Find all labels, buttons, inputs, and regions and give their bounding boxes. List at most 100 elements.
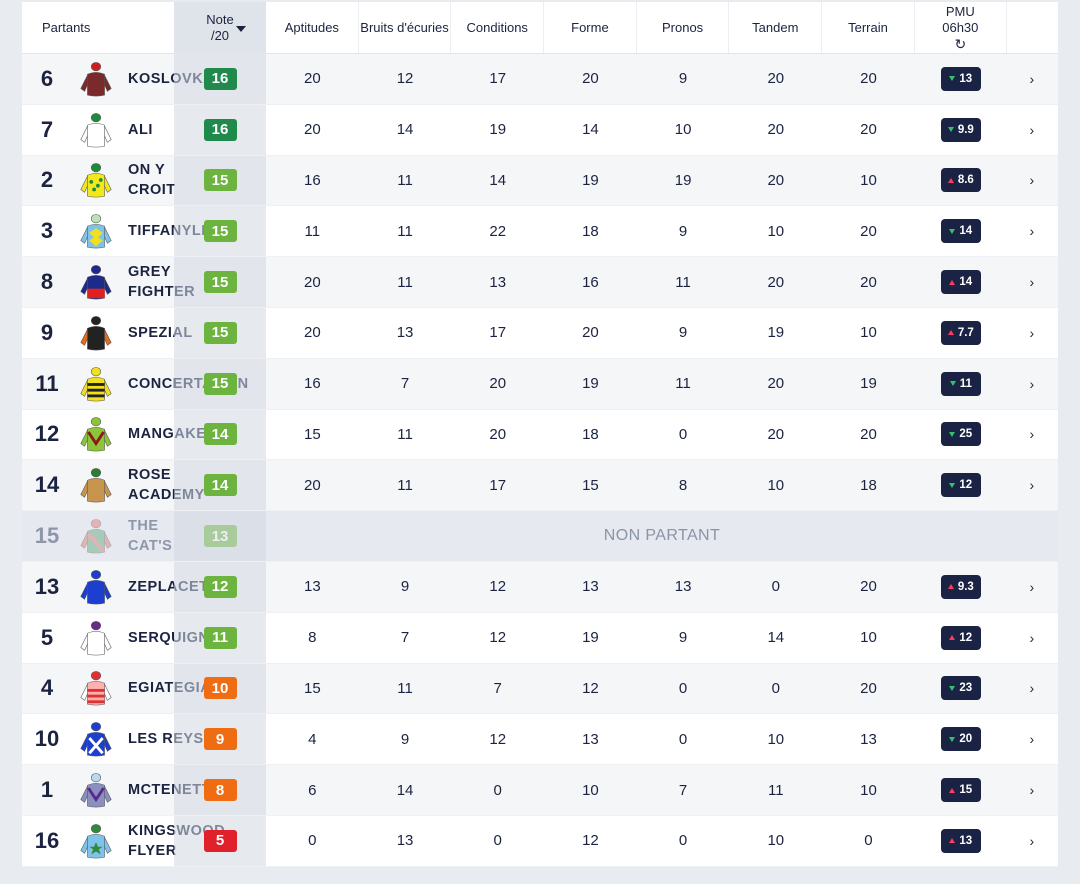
header-bruits-ecuries[interactable]: Bruits d'écuries [359, 2, 452, 53]
score-bruits: 11 [397, 476, 413, 494]
table-row[interactable]: 4 EGIATEGIA 10 15 11 7 12 0 0 20 23 › [22, 663, 1058, 715]
table-row[interactable]: 6 KOSLOVKA 16 20 12 17 20 9 20 20 13 › [22, 54, 1058, 105]
runner-number: 6 [40, 65, 54, 91]
chevron-right-icon[interactable]: › [1029, 832, 1035, 849]
pmu-odds[interactable]: 25 [940, 422, 981, 447]
pmu-odds-value: 8.6 [957, 174, 974, 187]
score-terrain: 20 [860, 425, 877, 443]
table-row[interactable]: 15 THE CAT'S 13 NON PARTANT [22, 511, 1058, 562]
header-conditions[interactable]: Conditions [451, 2, 545, 53]
table-row[interactable]: 2 ON Y CROIT 15 16 11 14 19 19 20 10 8.6 › [22, 155, 1058, 207]
pmu-odds[interactable]: 13 [940, 828, 981, 853]
header-aptitudes[interactable]: Aptitudes [266, 2, 359, 53]
refresh-icon[interactable]: ↻ [954, 36, 967, 52]
table-row[interactable]: 3 TIFFANYLI 15 11 11 22 18 9 10 20 14 › [22, 206, 1058, 258]
chevron-right-icon[interactable]: › [1029, 172, 1035, 189]
score-forme: 13 [582, 578, 599, 596]
table-row[interactable]: 1 MCTENETT 8 6 14 0 10 7 11 10 15 › [22, 765, 1058, 816]
pmu-odds[interactable]: 20 [940, 727, 981, 752]
pmu-odds[interactable]: 11 [940, 371, 981, 396]
score-bruits: 7 [400, 629, 410, 647]
chevron-right-icon[interactable]: › [1029, 274, 1035, 291]
score-pronos: 0 [678, 730, 688, 748]
header-forme[interactable]: Forme [544, 2, 637, 53]
pmu-odds[interactable]: 12 [940, 473, 981, 498]
jockey-silk-icon [76, 516, 116, 556]
pmu-odds[interactable]: 14 [940, 270, 981, 295]
pmu-odds[interactable]: 13 [940, 66, 981, 91]
table-row[interactable]: 7 ALI 16 20 14 19 14 10 20 20 9.9 › [22, 104, 1058, 156]
chevron-right-icon[interactable]: › [1029, 629, 1035, 646]
pmu-odds[interactable]: 14 [940, 219, 981, 244]
note-cell: 15 [174, 358, 266, 409]
pmu-odds[interactable]: 9.9 [940, 117, 981, 142]
pmu-odds[interactable]: 12 [940, 625, 981, 650]
score-pronos: 11 [675, 273, 691, 291]
note-cell: 11 [174, 612, 266, 663]
chevron-right-icon[interactable]: › [1029, 680, 1035, 697]
score-conditions: 19 [489, 121, 507, 139]
chevron-right-icon[interactable]: › [1029, 578, 1035, 595]
pmu-odds[interactable]: 9.3 [940, 574, 981, 599]
runner-number: 10 [34, 726, 60, 752]
pmu-odds[interactable]: 23 [940, 676, 981, 701]
score-terrain: 13 [860, 730, 877, 748]
runner-name[interactable]: THE CAT'S [128, 518, 173, 555]
header-pmu[interactable]: PMU 06h30 ↻ [915, 2, 1007, 53]
note-badge: 14 [203, 474, 237, 497]
runner-number: 9 [40, 319, 54, 345]
pmu-odds-value: 20 [959, 733, 973, 746]
score-terrain: 10 [860, 171, 877, 189]
chevron-right-icon[interactable]: › [1029, 782, 1035, 799]
pmu-odds[interactable]: 7.7 [940, 320, 981, 345]
table-row[interactable]: 12 MANGAKE 14 15 11 20 18 0 20 20 25 › [22, 409, 1058, 461]
chevron-right-icon[interactable]: › [1029, 324, 1035, 341]
runner-name[interactable]: ALI [128, 121, 153, 138]
score-forme: 10 [582, 781, 599, 799]
note-badge: 13 [203, 525, 237, 548]
header-tandem[interactable]: Tandem [729, 2, 823, 53]
runner-name[interactable]: ON Y CROIT [128, 162, 176, 199]
table-row[interactable]: 13 ZEPLACET 12 13 9 12 13 13 0 20 9.3 › [22, 561, 1058, 613]
score-aptitudes: 16 [304, 171, 321, 189]
header-partants[interactable]: Partants [42, 19, 91, 35]
score-bruits: 13 [396, 324, 414, 342]
pmu-odds-value: 13 [959, 72, 973, 85]
score-bruits: 9 [400, 730, 410, 748]
pmu-odds[interactable]: 8.6 [940, 168, 981, 193]
chevron-right-icon[interactable]: › [1029, 731, 1035, 748]
score-tandem: 0 [771, 578, 780, 596]
trend-down-icon [949, 381, 956, 387]
table-row[interactable]: 9 SPEZIAL 15 20 13 17 20 9 19 10 7.7 › [22, 307, 1058, 359]
table-row[interactable]: 8 GREY FIGHTER 15 20 11 13 16 11 20 20 14 › [22, 257, 1058, 308]
chevron-right-icon[interactable]: › [1029, 426, 1035, 443]
jockey-silk-icon [76, 211, 116, 251]
note-badge: 9 [203, 728, 237, 751]
table-row[interactable]: 14 ROSE ACADEMY 14 20 11 17 15 8 10 18 12 › [22, 460, 1058, 512]
pmu-odds[interactable]: 15 [940, 778, 981, 803]
note-cell: 16 [174, 104, 266, 155]
runner-number: 2 [40, 167, 54, 193]
sort-caret-icon[interactable] [236, 26, 246, 32]
header-note[interactable]: Note /20 [174, 2, 266, 53]
chevron-right-icon[interactable]: › [1029, 375, 1035, 392]
trend-up-icon [947, 330, 954, 336]
jockey-silk-icon [76, 668, 116, 708]
header-terrain[interactable]: Terrain [822, 2, 915, 53]
runner-number: 15 [34, 523, 60, 549]
trend-down-icon [949, 736, 956, 742]
score-tandem: 10 [767, 222, 785, 240]
table-row[interactable]: 10 LES REYS 9 4 9 12 13 0 10 13 20 › [22, 714, 1058, 766]
header-pronos[interactable]: Pronos [637, 2, 730, 53]
chevron-right-icon[interactable]: › [1029, 223, 1035, 240]
chevron-right-icon[interactable]: › [1029, 121, 1035, 138]
score-tandem: 10 [767, 476, 785, 494]
runners-table: Partants Note /20 Aptitudes Bruits d'écu… [22, 2, 1058, 867]
jockey-silk-icon [76, 567, 116, 607]
chevron-right-icon[interactable]: › [1029, 477, 1035, 494]
chevron-right-icon[interactable]: › [1029, 70, 1035, 87]
trend-up-icon [949, 635, 956, 641]
